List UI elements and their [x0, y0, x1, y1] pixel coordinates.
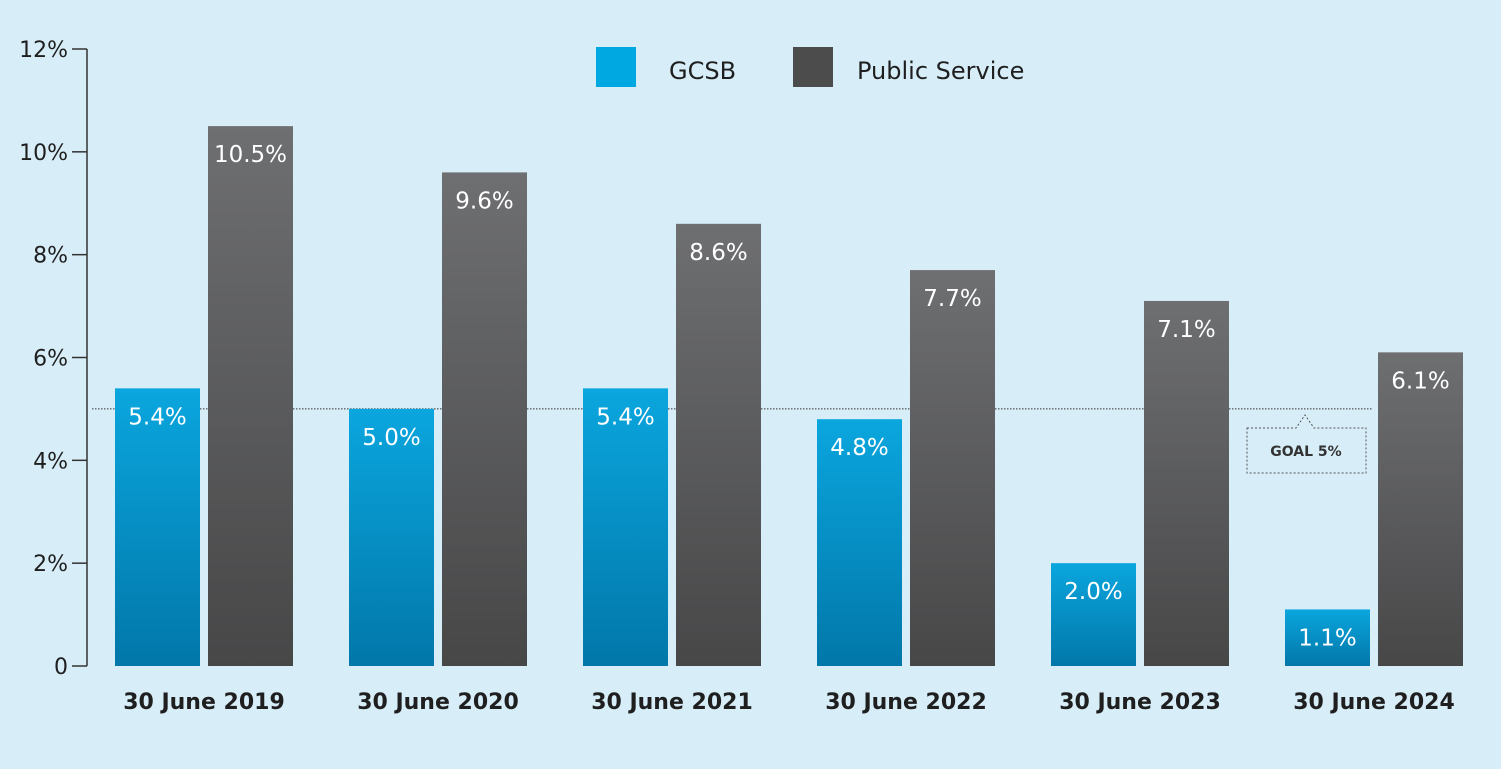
bar-public-service [676, 223, 761, 667]
legend-label-public-service: Public Service [857, 57, 1024, 85]
bar-public-service [208, 126, 293, 666]
goal-callout-box [1246, 414, 1367, 474]
legend-swatch-public-service [793, 47, 833, 87]
y-tick-label: 6% [33, 347, 68, 372]
x-tick-label: 30 June 2023 [1059, 690, 1221, 715]
bar-gcsb [349, 408, 434, 666]
y-axis: 0 2% 4% 6% 8% 10% 12% [19, 38, 88, 680]
y-tick-label: 12% [19, 38, 68, 63]
data-label: 9.6% [455, 188, 513, 214]
bar-public-service [442, 172, 527, 666]
data-label: 5.4% [596, 404, 654, 430]
data-label: 6.1% [1391, 368, 1449, 394]
legend-swatch-gcsb [596, 47, 636, 87]
bar-gcsb [1285, 609, 1370, 666]
data-label: 7.7% [923, 286, 981, 312]
bars: 5.4% 10.5% 5.0% 9.6% 5.4% 8.6% 4.8% 7.7% 2.0% 7.1… [115, 126, 1463, 667]
x-tick-label: 30 June 2022 [825, 690, 987, 715]
y-tick-label: 4% [33, 449, 68, 474]
bar-gcsb [583, 388, 668, 666]
x-axis-labels: 30 June 2019 30 June 2020 30 June 2021 30 J… [123, 690, 1455, 715]
y-tick-label: 8% [33, 244, 68, 269]
data-label: 5.0% [362, 425, 420, 451]
bar-public-service [910, 270, 995, 666]
bar-public-service [1378, 352, 1463, 666]
x-tick-label: 30 June 2021 [591, 690, 753, 715]
x-tick-label: 30 June 2024 [1293, 690, 1455, 715]
bar-public-service [1144, 300, 1229, 666]
data-label: 10.5% [214, 142, 287, 168]
legend: GCSB Public Service [596, 47, 1024, 87]
data-label: 8.6% [689, 240, 747, 266]
x-tick-label: 30 June 2019 [123, 690, 285, 715]
y-tick-label: 10% [19, 141, 68, 166]
y-tick-label: 0 [54, 655, 68, 680]
bar-gcsb [115, 388, 200, 666]
bar-gcsb [817, 419, 902, 666]
data-label: 4.8% [830, 435, 888, 461]
data-label: 7.1% [1157, 317, 1215, 343]
data-label: 5.4% [128, 404, 186, 430]
bar-gcsb [1051, 563, 1136, 666]
legend-label-gcsb: GCSB [669, 57, 736, 85]
data-label: 2.0% [1064, 579, 1122, 605]
y-ticks: 0 2% 4% 6% 8% 10% 12% [19, 38, 87, 680]
goal-label: GOAL 5% [1270, 444, 1341, 460]
y-tick-label: 2% [33, 552, 68, 577]
goal-callout: GOAL 5% [1246, 414, 1367, 474]
data-label: 1.1% [1298, 625, 1356, 651]
x-tick-label: 30 June 2020 [357, 690, 519, 715]
